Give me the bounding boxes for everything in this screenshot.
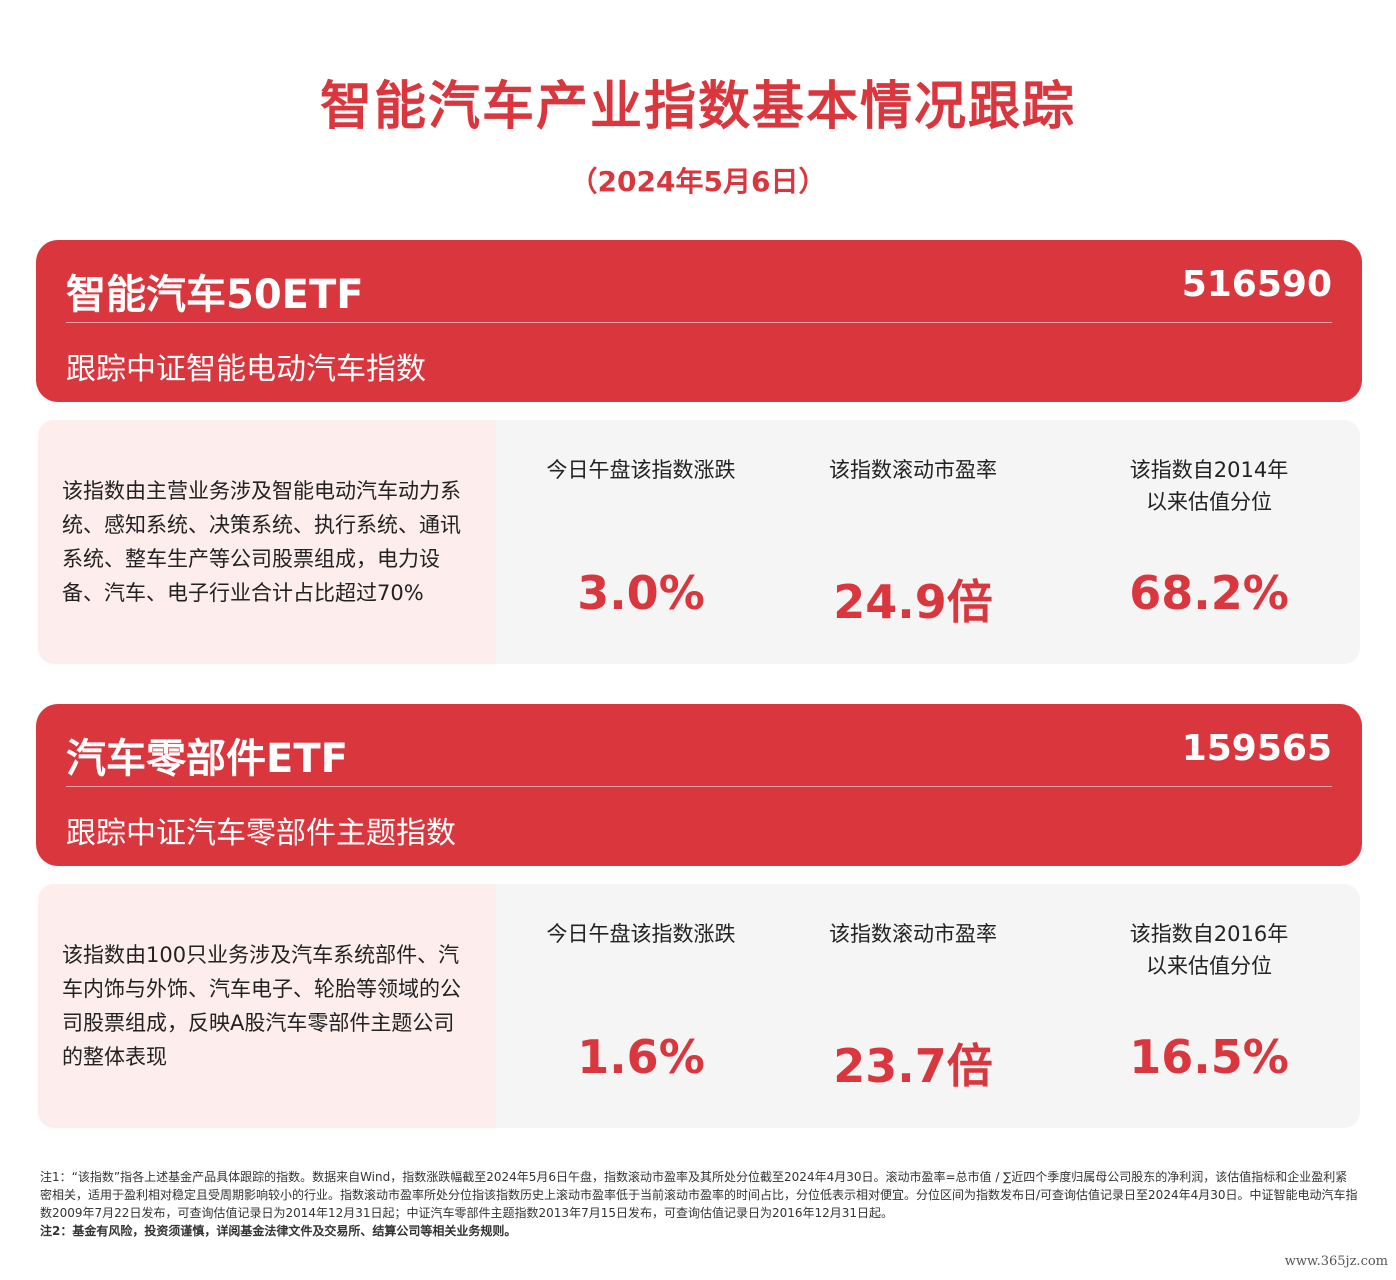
metric-label: 该指数自2014年 以来估值分位 — [1129, 458, 1289, 514]
metric-pe: 该指数滚动市盈率 23.7倍 — [778, 884, 1048, 1128]
fund-banner-1: 智能汽车50ETF 516590 跟踪中证智能电动汽车指数 — [36, 240, 1362, 402]
index-description: 该指数由主营业务涉及智能电动汽车动力系统、感知系统、决策系统、执行系统、通讯系统… — [38, 420, 496, 664]
metric-value: 68.2% — [1129, 566, 1289, 620]
footnote-2: 注2：基金有风险，投资须谨慎，详阅基金法律文件及交易所、结算公司等相关业务规则。 — [40, 1224, 517, 1238]
fund-code: 516590 — [1181, 264, 1332, 305]
metric-label: 今日午盘该指数涨跌 — [546, 458, 736, 482]
tracked-index: 跟踪中证汽车零部件主题指数 — [66, 816, 456, 851]
report-date: （2024年5月6日） — [569, 165, 827, 198]
fund-banner-2: 汽车零部件ETF 159565 跟踪中证汽车零部件主题指数 — [36, 704, 1362, 866]
index-description: 该指数由100只业务涉及汽车系统部件、汽车内饰与外饰、汽车电子、轮胎等领域的公司… — [38, 884, 496, 1128]
footnotes: 注1：“该指数”指各上述基金产品具体跟踪的指数。数据来自Wind，指数涨跌幅截至… — [40, 1168, 1358, 1240]
metric-change: 今日午盘该指数涨跌 1.6% — [506, 884, 776, 1128]
banner-divider — [66, 322, 1332, 323]
page-title: 智能汽车产业指数基本情况跟踪 — [319, 77, 1076, 137]
fund-panel-2: 该指数由100只业务涉及汽车系统部件、汽车内饰与外饰、汽车电子、轮胎等领域的公司… — [38, 884, 1360, 1128]
metric-value: 23.7倍 — [833, 1039, 993, 1093]
fund-panel-1: 该指数由主营业务涉及智能电动汽车动力系统、感知系统、决策系统、执行系统、通讯系统… — [38, 420, 1360, 664]
metric-value: 16.5% — [1129, 1030, 1289, 1084]
metric-label: 该指数自2016年 以来估值分位 — [1129, 922, 1289, 978]
metric-label: 该指数滚动市盈率 — [829, 922, 997, 946]
fund-name: 智能汽车50ETF — [66, 272, 364, 318]
watermark: www.365jz.com — [1284, 1254, 1388, 1269]
fund-code: 159565 — [1181, 728, 1332, 769]
metric-label: 今日午盘该指数涨跌 — [546, 922, 736, 946]
metric-value: 3.0% — [577, 566, 705, 620]
metric-change: 今日午盘该指数涨跌 3.0% — [506, 420, 776, 664]
metric-value: 24.9倍 — [833, 575, 993, 629]
metric-value: 1.6% — [577, 1030, 705, 1084]
index-description-text: 该指数由主营业务涉及智能电动汽车动力系统、感知系统、决策系统、执行系统、通讯系统… — [62, 479, 461, 605]
index-description-text: 该指数由100只业务涉及汽车系统部件、汽车内饰与外饰、汽车电子、轮胎等领域的公司… — [62, 943, 461, 1069]
fund-name: 汽车零部件ETF — [66, 736, 348, 782]
metric-pe: 该指数滚动市盈率 24.9倍 — [778, 420, 1048, 664]
footnote-1: 注1：“该指数”指各上述基金产品具体跟踪的指数。数据来自Wind，指数涨跌幅截至… — [40, 1170, 1358, 1220]
tracked-index: 跟踪中证智能电动汽车指数 — [66, 352, 426, 387]
metric-percentile: 该指数自2014年 以来估值分位 68.2% — [1074, 420, 1344, 664]
metric-percentile: 该指数自2016年 以来估值分位 16.5% — [1074, 884, 1344, 1128]
banner-divider — [66, 786, 1332, 787]
metric-label: 该指数滚动市盈率 — [829, 458, 997, 482]
